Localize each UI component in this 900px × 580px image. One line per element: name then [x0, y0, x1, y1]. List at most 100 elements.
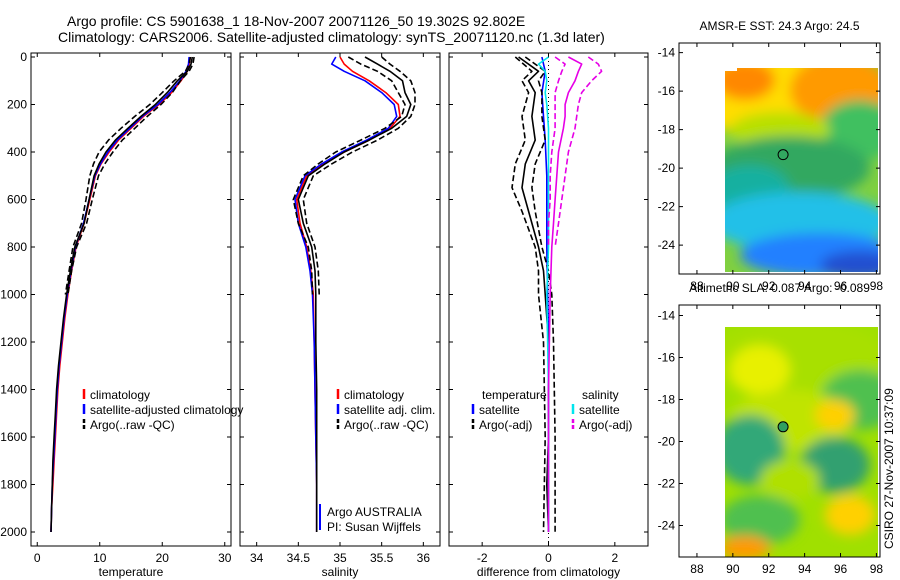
sst_map-field-blobs [725, 65, 878, 272]
sla_map-ytick-label: -20 [658, 435, 676, 449]
sla_map-frame [678, 304, 881, 558]
depth-tick-label: 1200 [0, 335, 27, 349]
sst_map-ytick-label: -18 [658, 123, 676, 137]
sst_map-ytick-label: -14 [658, 46, 676, 60]
sla_map-xtick-label: 88 [690, 562, 704, 576]
salinity-xtick-label: 34.5 [287, 551, 311, 565]
sla_map-ytick-label: -14 [658, 309, 676, 323]
difference-xtick-label: 0 [545, 551, 552, 565]
salinity-legend-label: satellite adj. clim. [344, 403, 435, 417]
temperature-series-argo-raw-qc- [50, 56, 194, 533]
sla_map-xtick-label: 96 [834, 562, 848, 576]
sla_map-ytick-label: -18 [658, 393, 676, 407]
depth-tick-label: 2000 [0, 525, 27, 539]
difference-legend-label: satellite [579, 403, 620, 417]
temperature-xtick-label: 0 [34, 551, 41, 565]
sst_map-field [725, 65, 878, 272]
sst_map-argo-marker [777, 149, 789, 161]
difference-series-salinity-satellite [537, 56, 550, 532]
depth-tick-label: 200 [7, 98, 27, 112]
depth-tick-label: 400 [7, 145, 27, 159]
temperature-series-envelope-4 [64, 56, 192, 295]
difference-xtick-label: 2 [611, 551, 618, 565]
salinity-legend-label: climatology [344, 388, 404, 402]
sst_map-title: AMSR-E SST: 24.3 Argo: 24.5 [699, 19, 859, 33]
temperature-xtick-label: 10 [93, 551, 107, 565]
sla_map-field-blobs [725, 327, 878, 557]
temperature-legend-label: Argo(..raw -QC) [90, 418, 175, 432]
sla_map-field-patch [815, 400, 855, 430]
temperature-frame [30, 52, 232, 547]
sst_map-xtick-label: 96 [834, 279, 848, 293]
difference-series-envelope-2 [524, 56, 556, 532]
sst_map-xtick-label: 88 [690, 279, 704, 293]
side-credit: CSIRO 27-Nov-2007 10:37:09 [882, 388, 896, 549]
sla_map-field-patch [725, 536, 770, 557]
salinity-xlabel: salinity [322, 565, 359, 579]
panel-salinity: 34 34.5 35 35.5 36 salinity climatologysatelli… [239, 52, 441, 579]
difference-legend-label: temperature [482, 388, 547, 402]
sla_map-xtick-label: 94 [798, 562, 812, 576]
depth-tick-label: 800 [7, 240, 27, 254]
sla_map-xtick-label: 98 [870, 562, 884, 576]
difference-legend-label: satellite [479, 403, 520, 417]
temperature-series-envelope-3 [67, 56, 195, 295]
salinity-frame [239, 52, 441, 547]
sst_map-ytick-label: -20 [658, 161, 676, 175]
salinity-series-satellite-adj-clim- [294, 56, 398, 532]
salinity-xtick-label: 35 [333, 551, 347, 565]
salinity-series-envelope-3 [302, 56, 416, 295]
sla_map-ytick-label: -16 [658, 351, 676, 365]
sla_map-field-patch [730, 345, 790, 395]
depth-tick-label: 1800 [0, 478, 27, 492]
panel-sst_map: AMSR-E SST: 24.3 Argo: 24.5 88 90 92 94 96 98 -… [658, 19, 884, 293]
sst_map-xtick-label: 90 [726, 279, 740, 293]
figure-title-line2: Climatology: CARS2006. Satellite-adjuste… [58, 29, 605, 45]
difference-series-envelope-7 [547, 56, 566, 247]
sst_map-frame [678, 42, 881, 275]
salinity-legend-label: Argo(..raw -QC) [344, 418, 429, 432]
depth-tick-label: 1000 [0, 288, 27, 302]
temperature-legend-label: climatology [90, 388, 150, 402]
sst_map-field-patch [820, 251, 878, 272]
depth-tick-label: 1400 [0, 383, 27, 397]
figure-title-line1: Argo profile: CS 5901638_1 18-Nov-2007 2… [67, 13, 525, 29]
sst_map-ytick-label: -16 [658, 84, 676, 98]
difference-series-envelope-6 [554, 56, 603, 248]
sla_map-ytick-label: -22 [658, 477, 676, 491]
difference-series-salinity-argo-adj- [547, 56, 583, 532]
sst_map-xtick-label: 94 [798, 279, 812, 293]
sst-missing-corner [725, 65, 737, 71]
float-pi-label: PI: Susan Wijffels [327, 520, 421, 534]
sla_map-field-patch [825, 495, 875, 535]
salinity-series-envelope-4 [292, 56, 406, 295]
depth-tick-label: 1600 [0, 430, 27, 444]
salinity-series-argo-raw-qc- [297, 56, 412, 532]
difference-legend-label: Argo(-adj) [579, 418, 632, 432]
sla_map-title: Altimetric SLA: 0.087 Argo: -0.089 [689, 281, 870, 295]
difference-xtick-label: -2 [477, 551, 488, 565]
sla_map-field-patch [760, 460, 820, 500]
sst_map-field-patch [725, 65, 775, 100]
sla_map-xtick-label: 90 [726, 562, 740, 576]
temperature-legend-label: satellite-adjusted climatology [90, 403, 243, 417]
difference-xlabel: difference from climatology [477, 565, 620, 579]
salinity-xtick-label: 36 [417, 551, 431, 565]
difference-series-envelope-3 [511, 56, 546, 533]
sla_map-field [725, 327, 878, 557]
salinity-xtick-label: 35.5 [370, 551, 394, 565]
panel-temperature: 0 200 400 600 800 1000 1200 1400 1600 1800 2000 0 10… [0, 50, 243, 579]
sla_map-xtick-label: 92 [762, 562, 776, 576]
temperature-xtick-label: 20 [156, 551, 170, 565]
temperature-xlabel: temperature [99, 565, 164, 579]
difference-legend-label: Argo(-adj) [479, 418, 532, 432]
salinity-xtick-label: 34 [250, 551, 264, 565]
difference-legend-label: salinity [582, 388, 619, 402]
temperature-xtick-label: 30 [218, 551, 232, 565]
sst_map-xtick-label: 98 [870, 279, 884, 293]
sla_map-ytick-label: -24 [658, 519, 676, 533]
sst_map-xtick-label: 92 [762, 279, 776, 293]
